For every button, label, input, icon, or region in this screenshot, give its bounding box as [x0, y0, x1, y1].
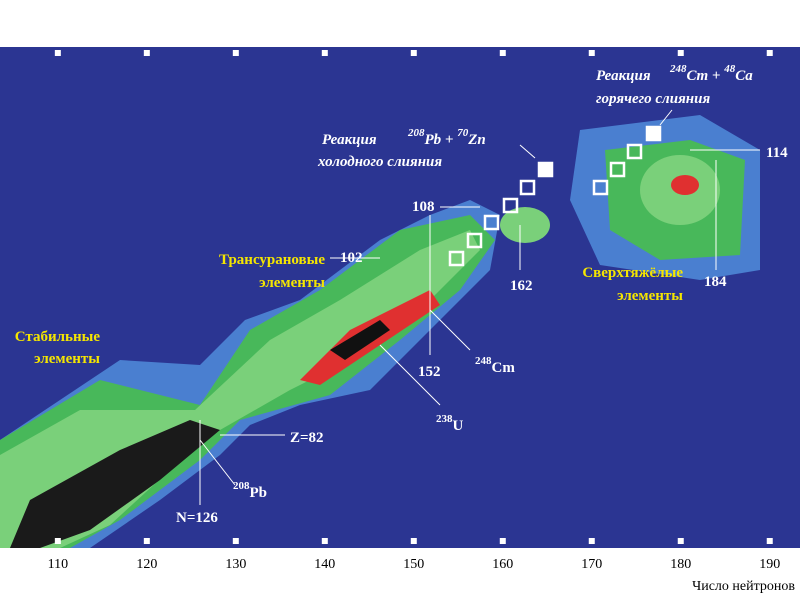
region-label: Сверхтяжёлые: [582, 265, 683, 281]
annotation: холодного слияния: [317, 154, 442, 170]
tick-mark: [321, 538, 328, 544]
tick-mark: [143, 50, 150, 56]
label: Z=82: [290, 430, 324, 446]
annotation: Реакция 208Pb + 70Zn: [322, 127, 486, 148]
label: 238U: [436, 413, 464, 434]
region-label: элементы: [259, 275, 325, 291]
region-label: Трансурановые: [219, 252, 325, 268]
x-axis-label: Число нейтронов: [692, 579, 795, 594]
leader-lines: [199, 109, 760, 505]
region-label: элементы: [617, 288, 683, 304]
tick-mark: [499, 50, 506, 56]
label: 184: [704, 274, 727, 290]
label: 162: [510, 278, 533, 294]
x-tick-label: 110: [48, 557, 68, 572]
label: 152: [418, 364, 441, 380]
tick-mark: [410, 50, 417, 56]
x-tick-label: 160: [492, 557, 513, 572]
tick-mark: [588, 50, 595, 56]
x-tick-label: 170: [581, 557, 602, 572]
tick-mark: [410, 538, 417, 544]
annotation: горячего слияния: [596, 91, 710, 107]
label: N=126: [176, 510, 218, 526]
tick-mark: [232, 538, 239, 544]
label: 208Pb: [233, 480, 267, 501]
tick-mark: [321, 50, 328, 56]
x-tick-label: 130: [225, 557, 246, 572]
markers: [448, 125, 662, 267]
tick-mark: [766, 50, 773, 56]
tick-mark: [588, 538, 595, 544]
x-tick-label: 120: [136, 557, 157, 572]
x-tick-label: 180: [670, 557, 691, 572]
tick-mark: [499, 538, 506, 544]
x-tick-label: 190: [759, 557, 780, 572]
tick-mark: [766, 538, 773, 544]
label: 114: [766, 145, 788, 161]
label: 248Cm: [475, 355, 515, 376]
tick-mark: [54, 538, 61, 544]
region-label: элементы: [34, 351, 100, 367]
tick-mark: [143, 538, 150, 544]
region-label: Стабильные: [15, 329, 101, 345]
tick-mark: [677, 538, 684, 544]
x-tick-label: 150: [403, 557, 424, 572]
tick-mark: [677, 50, 684, 56]
tick-mark: [232, 50, 239, 56]
annotation: Реакция 248Cm + 48Ca: [596, 63, 753, 84]
x-tick-label: 140: [314, 557, 335, 572]
label: 108: [412, 199, 435, 215]
heatmap-layer: [0, 115, 760, 548]
label: 102: [340, 250, 363, 266]
tick-mark: [54, 50, 61, 56]
